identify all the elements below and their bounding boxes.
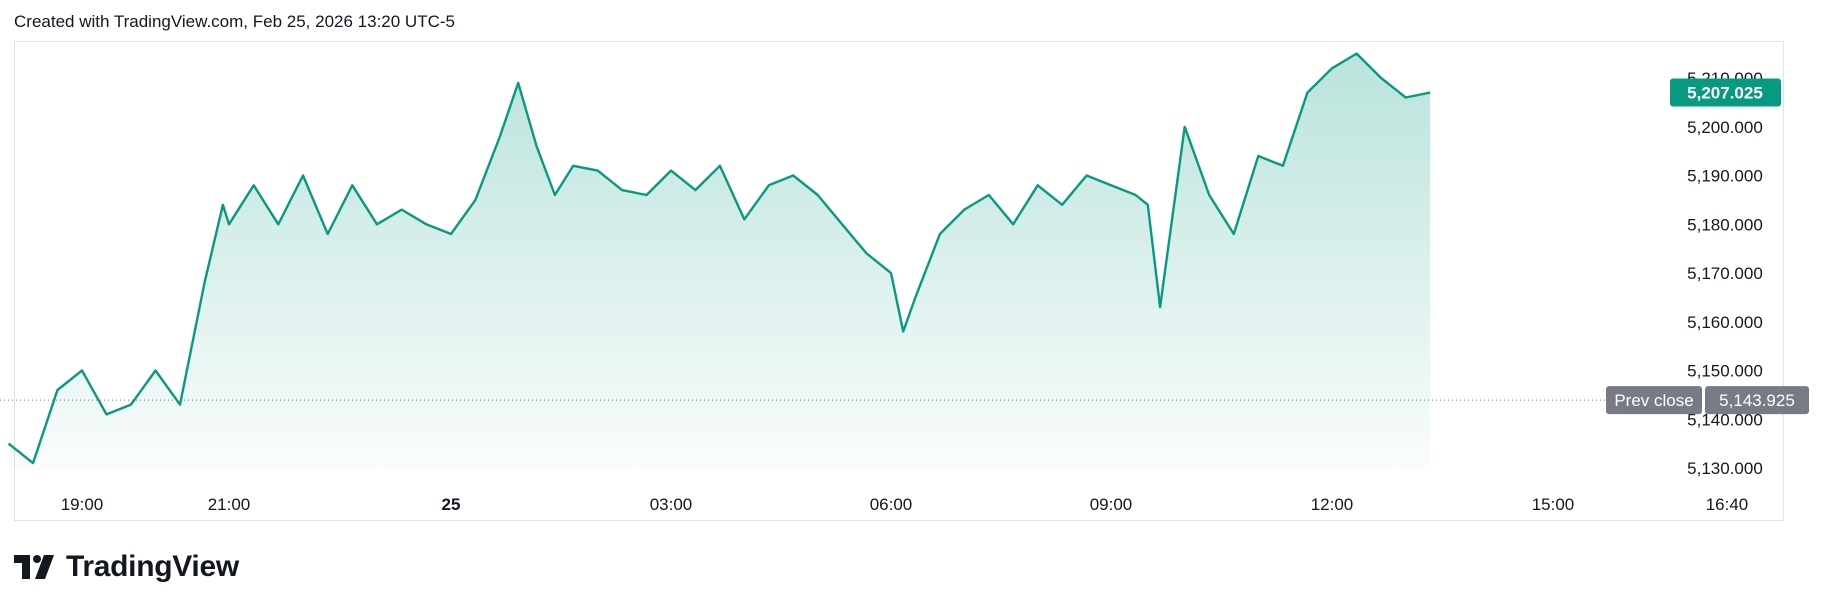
brand-name: TradingView — [66, 550, 239, 583]
y-tick-label: 5,140.000 — [1687, 410, 1763, 429]
price-area — [8, 53, 1431, 470]
tradingview-logo: TradingView — [14, 550, 239, 584]
x-tick-label: 09:00 — [1090, 495, 1133, 514]
prev-close-value: 5,143.925 — [1719, 391, 1795, 410]
x-tick-label: 03:00 — [650, 495, 693, 514]
x-tick-label: 25 — [442, 495, 461, 514]
x-tick-label: 15:00 — [1532, 495, 1575, 514]
y-tick-label: 5,180.000 — [1687, 215, 1763, 234]
tradingview-logo-icon — [14, 555, 54, 579]
last-price-label: 5,207.025 — [1687, 84, 1763, 103]
last-price-badge — [1670, 78, 1781, 107]
price-chart[interactable]: 19:00 21:00 25 03:00 06:00 09:00 12:00 15:00 16:… — [0, 0, 1830, 530]
prev-close-title: Prev close — [1614, 391, 1693, 410]
x-tick-label: 19:00 — [61, 495, 104, 514]
prev-close-title-badge — [1606, 386, 1702, 415]
chart-header: Created with TradingView.com, Feb 25, 20… — [14, 12, 455, 31]
x-tick-label: 16:40 — [1706, 495, 1749, 514]
y-tick-label: 5,160.000 — [1687, 313, 1763, 332]
y-tick-label: 5,200.000 — [1687, 118, 1763, 137]
y-tick-label: 5,130.000 — [1687, 459, 1763, 478]
x-tick-label: 06:00 — [870, 495, 913, 514]
x-tick-label: 12:00 — [1311, 495, 1354, 514]
x-tick-label: 21:00 — [208, 495, 251, 514]
chart-frame — [14, 41, 1784, 521]
y-tick-label: 5,150.000 — [1687, 362, 1763, 381]
prev-close-value-badge — [1705, 386, 1809, 415]
y-tick-label: 5,190.000 — [1687, 167, 1763, 186]
price-line — [7, 52, 1431, 465]
y-tick-label: 5,170.000 — [1687, 264, 1763, 283]
